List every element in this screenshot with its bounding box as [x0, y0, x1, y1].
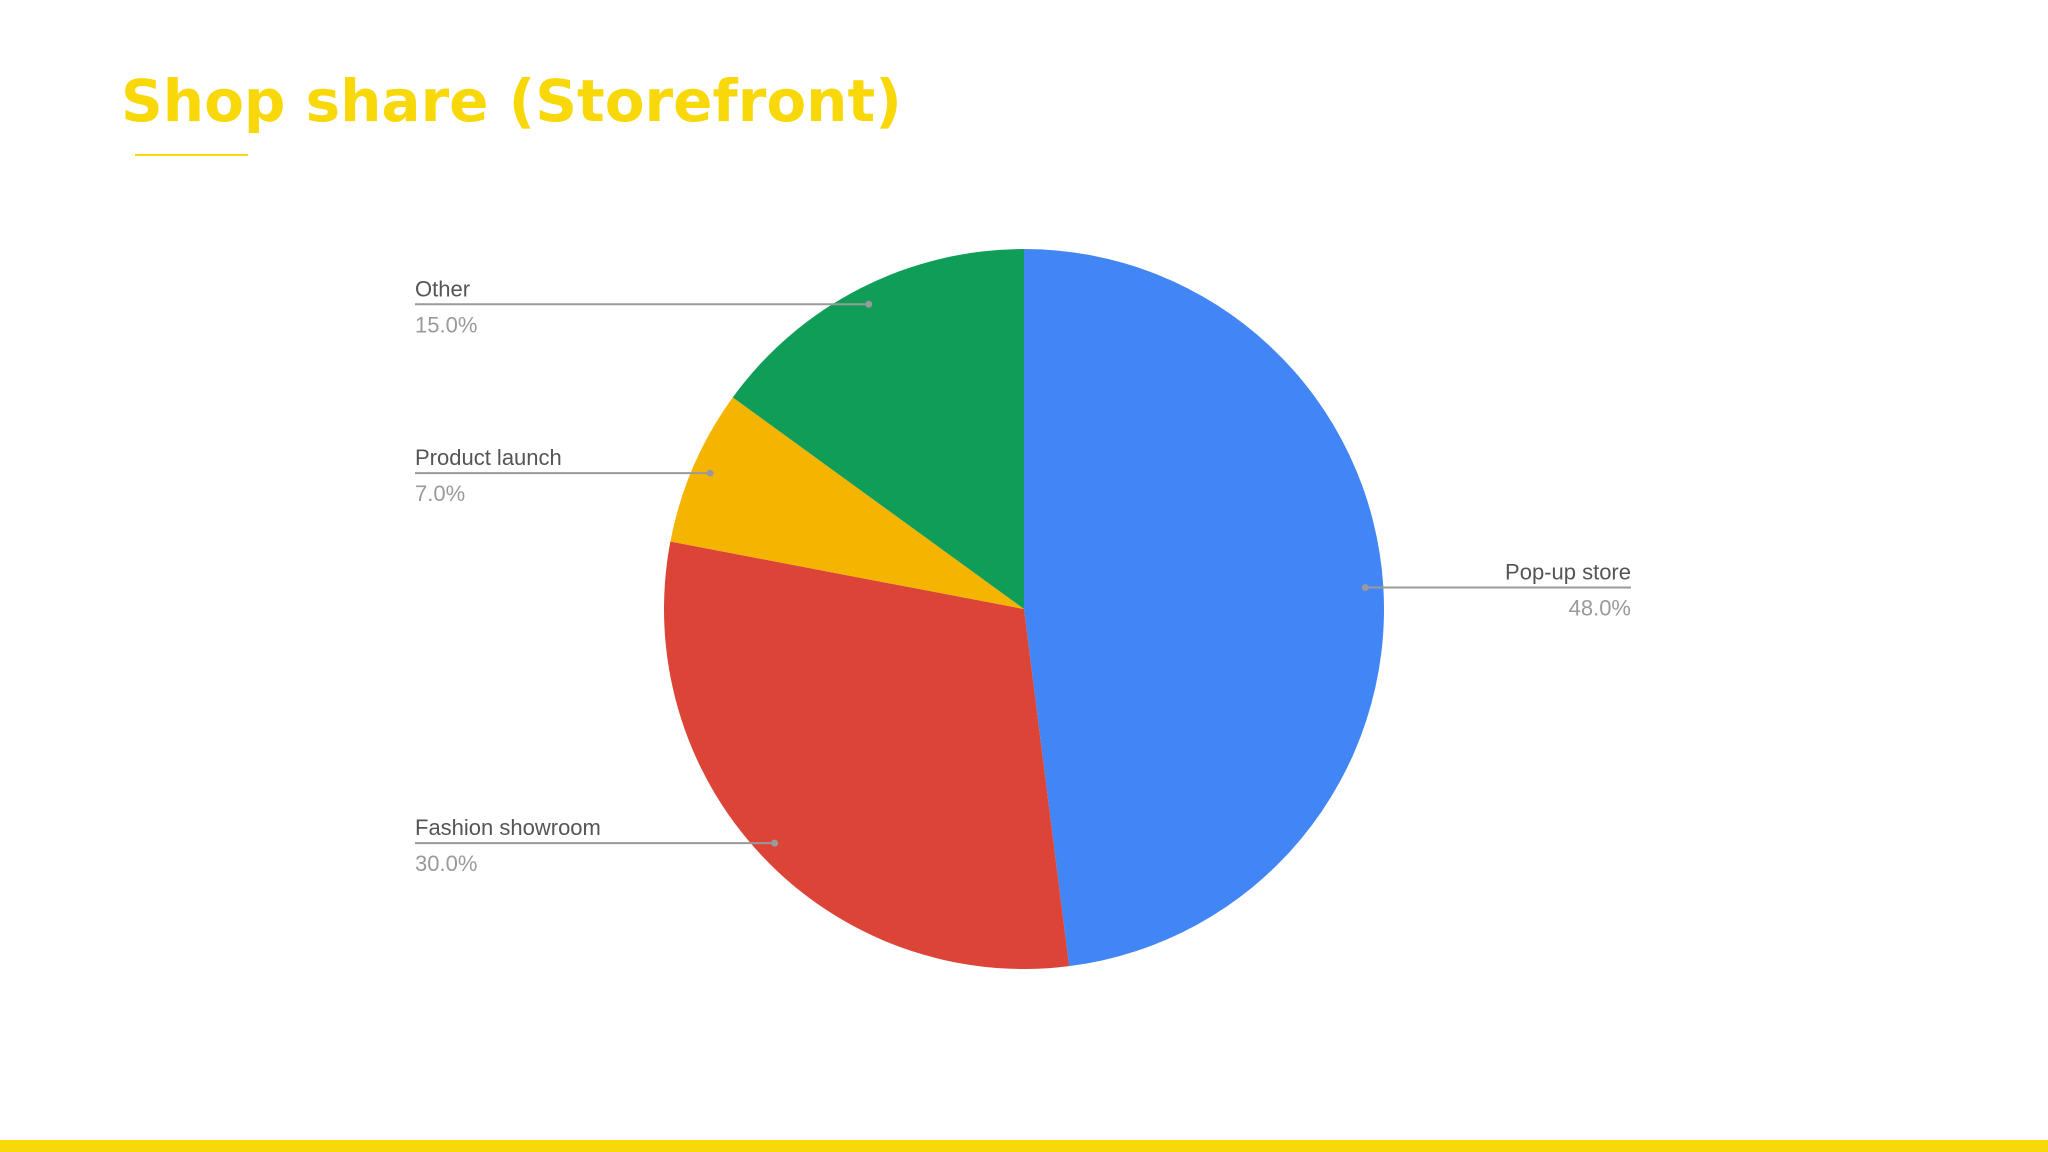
- slice-label: Other: [415, 276, 470, 301]
- value-label: 30.0%: [415, 851, 477, 876]
- chart-title: Shop share (Storefront): [121, 67, 902, 135]
- slice-label: Fashion showroom: [415, 815, 601, 840]
- leader-dot: [771, 839, 779, 847]
- pie-slice: [1024, 249, 1385, 967]
- value-label: 7.0%: [415, 481, 465, 506]
- leader-dot: [865, 300, 873, 308]
- slice-label: Product launch: [415, 445, 562, 470]
- slice-label: Pop-up store: [1505, 560, 1631, 585]
- value-label: 48.0%: [1569, 596, 1631, 621]
- footer-bar: [0, 1140, 2048, 1152]
- value-label: 15.0%: [415, 312, 477, 337]
- leader-dot: [1361, 584, 1369, 592]
- leader-dot: [706, 469, 714, 477]
- pie-slice: [732, 249, 1024, 609]
- pie-slice: [664, 541, 1070, 969]
- pie-slice: [670, 397, 1024, 609]
